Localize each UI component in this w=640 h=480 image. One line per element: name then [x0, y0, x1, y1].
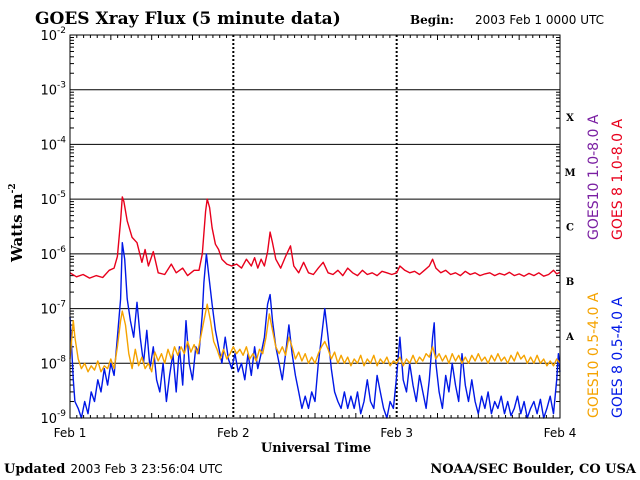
begin-value: 2003 Feb 1 0000 UTC	[475, 13, 604, 27]
footer-credit: NOAA/SEC Boulder, CO USA	[430, 462, 637, 477]
footer-updated: Updated 2003 Feb 3 23:56:04 UTC	[4, 462, 223, 477]
series-line-1	[69, 241, 561, 419]
y-axis-label: Watts m-2	[8, 183, 26, 263]
y-axis-ticks: 10-210-310-410-510-610-710-810-9	[40, 26, 66, 427]
flare-class-label: A	[565, 332, 574, 343]
y-tick-exp: -6	[57, 245, 66, 255]
y-tick-base: 10	[40, 138, 57, 153]
y-axis-label-exp: -2	[8, 183, 18, 193]
footer-updated-value: 2003 Feb 3 23:56:04 UTC	[70, 462, 222, 476]
y-tick-label: 10-4	[40, 135, 66, 153]
flare-class-label: B	[566, 277, 574, 288]
legend-goes8-long: GOES 8 1.0-8.0 A	[610, 119, 626, 240]
y-tick-label: 10-9	[40, 409, 66, 427]
y-tick-base: 10	[40, 193, 57, 208]
x-tick-label: Feb 2	[217, 426, 250, 440]
series-line-2	[69, 303, 561, 373]
x-tick-label: Feb 3	[380, 426, 413, 440]
x-tick-label: Feb 4	[544, 426, 577, 440]
y-tick-exp: -8	[57, 354, 66, 364]
flare-class-label: M	[564, 168, 575, 179]
y-tick-label: 10-2	[40, 26, 66, 44]
y-tick-exp: -4	[57, 135, 66, 145]
y-tick-base: 10	[40, 248, 57, 263]
flare-class-labels: X M C B A	[564, 113, 575, 343]
y-tick-base: 10	[40, 412, 57, 427]
grid-lines	[70, 34, 560, 419]
y-tick-label: 10-6	[40, 245, 66, 263]
x-axis-label: Universal Time	[261, 441, 371, 456]
y-tick-label: 10-3	[40, 81, 66, 99]
y-tick-base: 10	[40, 357, 57, 372]
y-tick-exp: -9	[57, 409, 66, 419]
y-axis-label-main: Watts m	[8, 193, 26, 263]
x-tick-label: Feb 1	[54, 426, 87, 440]
legend-goes10-long: GOES10 1.0-8.0 A	[586, 114, 602, 240]
chart-title: GOES Xray Flux (5 minute data)	[35, 9, 341, 29]
y-tick-label: 10-5	[40, 190, 66, 208]
y-tick-exp: -3	[57, 81, 66, 91]
y-tick-exp: -5	[57, 190, 66, 200]
y-tick-exp: -7	[57, 300, 66, 310]
plot-frame	[69, 34, 561, 419]
y-tick-label: 10-7	[40, 300, 66, 318]
y-tick-base: 10	[40, 29, 57, 44]
y-tick-base: 10	[40, 84, 57, 99]
data-series	[69, 196, 561, 419]
y-tick-base: 10	[40, 303, 57, 318]
y-tick-label: 10-8	[40, 354, 66, 372]
x-axis-ticks: Feb 1 Feb 2 Feb 3 Feb 4	[54, 426, 577, 440]
flare-class-label: X	[566, 113, 574, 124]
series-line-0	[69, 196, 561, 279]
footer-updated-label: Updated	[4, 462, 65, 477]
legend-goes8-short: GOES 8 0.5-4.0 A	[610, 297, 626, 418]
flare-class-label: C	[566, 223, 574, 234]
legend-goes10-short: GOES10 0.5-4.0 A	[586, 292, 602, 418]
begin-label: Begin:	[410, 13, 454, 27]
y-tick-exp: -2	[57, 26, 66, 36]
